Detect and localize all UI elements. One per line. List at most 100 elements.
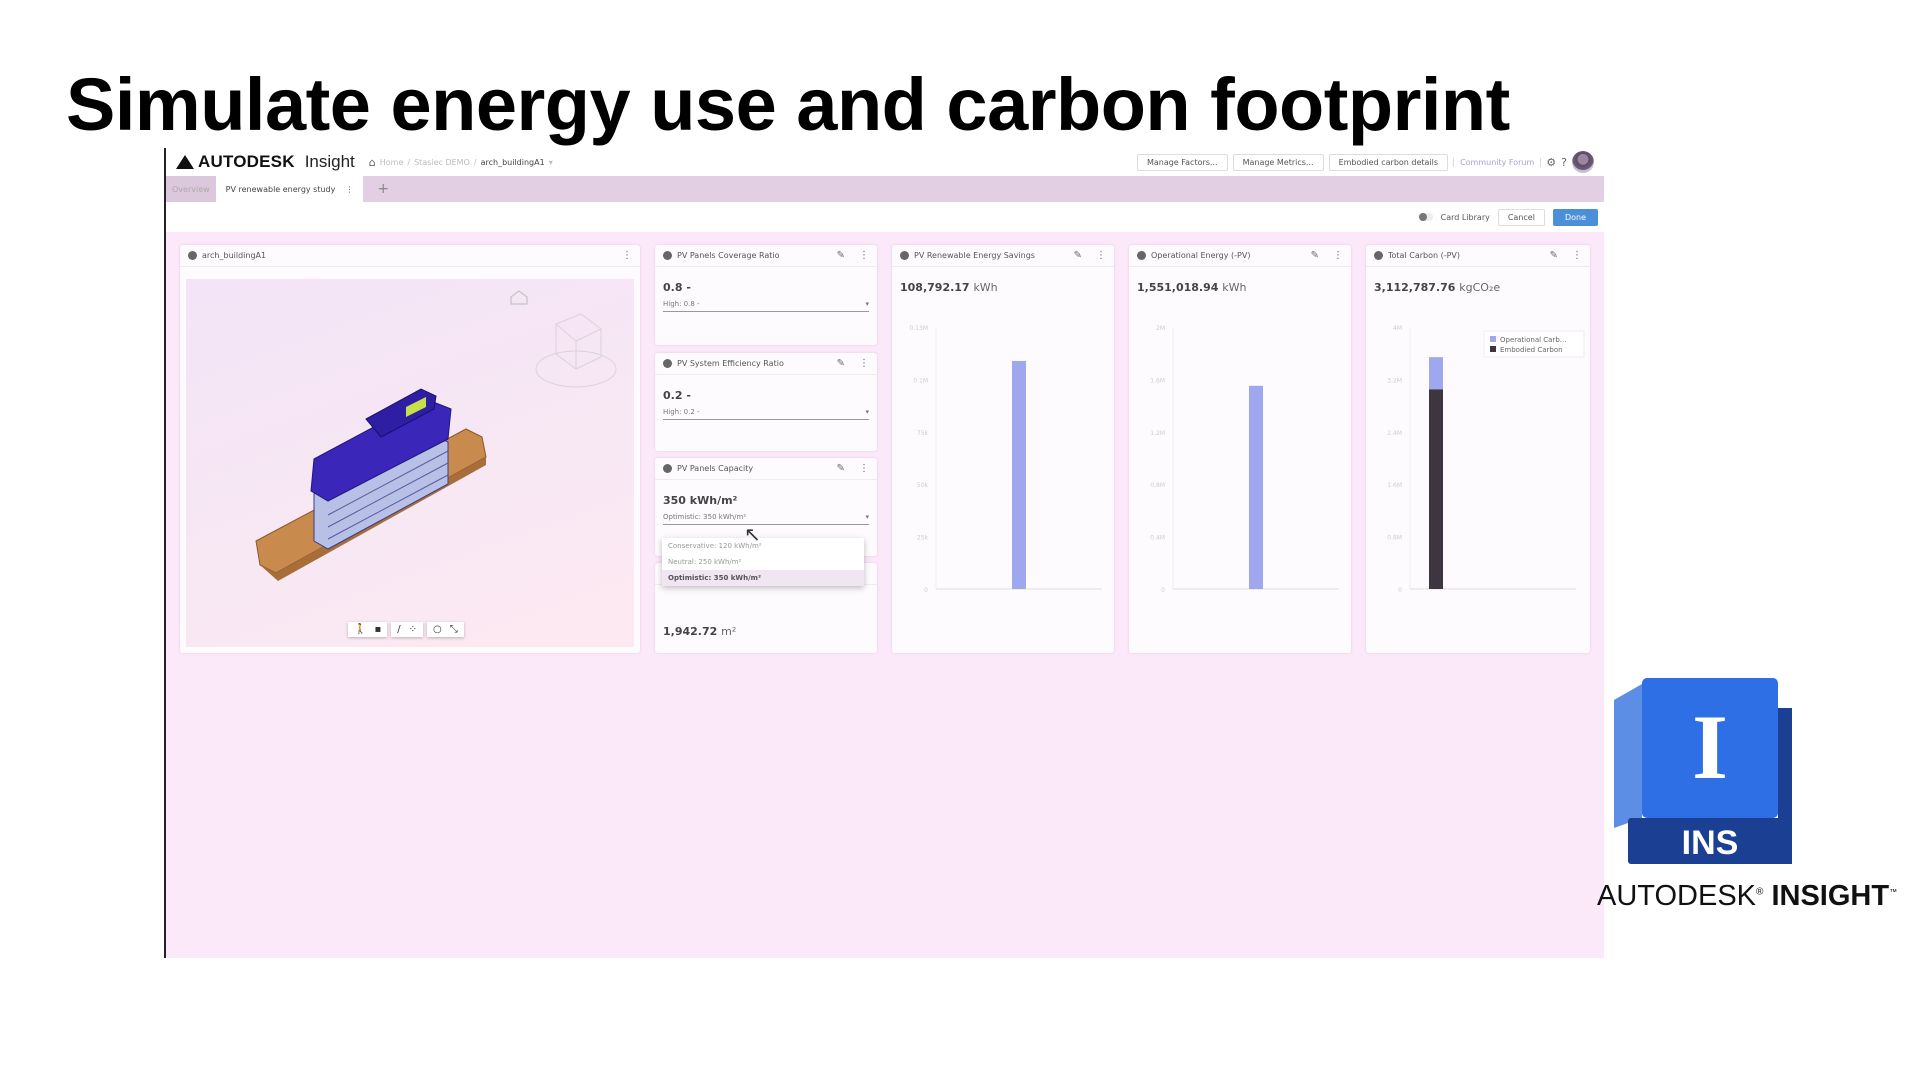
edit-pencil-icon[interactable]: ✎ (1310, 250, 1319, 261)
tab-label: PV renewable energy study (225, 184, 336, 194)
edit-pencil-icon[interactable]: ✎ (836, 463, 845, 474)
card-title: PV System Efficiency Ratio (677, 359, 784, 368)
more-vertical-icon[interactable]: ⋮ (859, 463, 869, 474)
more-vertical-icon[interactable]: ⋮ (859, 358, 869, 369)
info-icon[interactable] (900, 251, 909, 260)
tab-bar: Overview PV renewable energy study ⋮ + (166, 176, 1604, 202)
add-tab-button[interactable]: + (377, 181, 390, 197)
community-forum-link[interactable]: Community Forum (1453, 157, 1542, 167)
y-tick-label: 1.6M (1387, 482, 1402, 489)
view-cube-icon (535, 313, 617, 388)
factor-card-efficiency: PV System Efficiency Ratio ✎ ⋮ 0.2 - High:… (655, 353, 877, 451)
bar-value (1012, 360, 1026, 589)
edit-pencil-icon[interactable]: ✎ (836, 250, 845, 261)
explode-icon[interactable]: ⁘ (408, 624, 417, 635)
settings-icon[interactable]: ○ (433, 624, 442, 635)
edit-pencil-icon[interactable]: ✎ (1549, 250, 1558, 261)
more-vertical-icon[interactable]: ⋮ (345, 184, 354, 194)
autodesk-logo[interactable]: AUTODESK Insight (176, 152, 355, 172)
logo-wordmark: AUTODESK® INSIGHT™ (1597, 880, 1898, 912)
wordmark-insight: INSIGHT (1771, 880, 1890, 912)
more-vertical-icon[interactable]: ⋮ (1572, 250, 1582, 261)
help-icon[interactable]: ? (1561, 155, 1567, 169)
autodesk-mark-icon (176, 155, 194, 169)
dropdown-option-neutral[interactable]: Neutral: 250 kWh/m² (668, 558, 742, 566)
metric-unit: kWh (973, 281, 998, 294)
camera-icon[interactable]: ▪ (374, 624, 382, 635)
y-tick-label: 1.6M (1150, 377, 1165, 384)
legend-swatch (1490, 346, 1496, 352)
select-value: High: 0.2 - (663, 408, 700, 416)
tab-pv-study[interactable]: PV renewable energy study ⋮ (215, 176, 364, 202)
y-tick-label: 2.4M (1387, 430, 1402, 437)
info-icon[interactable] (663, 359, 672, 368)
chevron-down-icon[interactable]: ▾ (548, 157, 553, 167)
factor-select[interactable]: High: 0.2 - ▾ (663, 408, 869, 420)
info-icon[interactable] (188, 251, 197, 260)
done-button[interactable]: Done (1552, 208, 1598, 226)
info-icon[interactable] (663, 464, 672, 473)
avatar[interactable] (1572, 151, 1594, 173)
legend-box (1483, 330, 1585, 358)
manage-metrics-button[interactable]: Manage Metrics... (1232, 153, 1324, 171)
manage-factors-button[interactable]: Manage Factors... (1136, 153, 1228, 171)
select-value: Optimistic: 350 kWh/m² (663, 513, 747, 521)
chevron-down-icon: ▾ (865, 408, 869, 416)
factor-select[interactable]: Optimistic: 350 kWh/m² ▾ (663, 513, 869, 525)
y-tick-label: 25k (917, 535, 929, 542)
home-icon[interactable]: ⌂ (368, 155, 376, 169)
y-tick-label: 2M (1156, 325, 1165, 332)
edit-pencil-icon[interactable]: ✎ (1073, 250, 1082, 261)
fullscreen-icon[interactable]: ⤡ (449, 624, 458, 635)
study-toolbar: Card Library Cancel Done (166, 202, 1604, 232)
capacity-dropdown-menu: Conservative: 120 kWh/m² Neutral: 250 kW… (662, 538, 864, 586)
tab-overview[interactable]: Overview (166, 176, 216, 202)
more-vertical-icon[interactable]: ⋮ (1333, 250, 1343, 261)
y-tick-label: 0 (924, 587, 928, 594)
building-model-image (255, 290, 617, 581)
metric-card-pv-savings: PV Renewable Energy Savings ✎ ⋮ 108,792.17… (892, 245, 1114, 653)
viewer-toolbar: 🚶 ▪ / ⁘ ○ ⤡ (348, 622, 464, 637)
bar-embodied-carbon (1429, 389, 1443, 589)
dropdown-option-conservative[interactable]: Conservative: 120 kWh/m² (668, 542, 762, 550)
product-name: Insight (304, 152, 355, 171)
breadcrumb-project[interactable]: Stasiec DEMO (414, 157, 470, 167)
factor-value: 0.2 - (663, 389, 691, 402)
edit-pencil-icon[interactable]: ✎ (836, 358, 845, 369)
metric-value: 108,792.17 (900, 281, 970, 294)
model-card: arch_buildingA1 ⋮ 🚶 ▪ / ⁘ ○ ⤡ (180, 245, 640, 653)
info-icon[interactable] (663, 251, 672, 260)
embodied-carbon-details-button[interactable]: Embodied carbon details (1328, 153, 1449, 171)
bar-operational-carb- (1429, 357, 1443, 390)
gear-icon[interactable]: ⚙ (1546, 155, 1557, 169)
y-tick-label: 1.2M (1150, 430, 1165, 437)
factor-select[interactable]: High: 0.8 - ▾ (663, 300, 869, 312)
breadcrumb-model[interactable]: arch_buildingA1 (480, 157, 545, 167)
more-vertical-icon[interactable]: ⋮ (1096, 250, 1106, 261)
logo-badge: INS (1682, 824, 1739, 862)
more-vertical-icon[interactable]: ⋮ (859, 250, 869, 261)
autodesk-insight-logo: I INS (1614, 678, 1792, 864)
3d-viewer[interactable]: 🚶 ▪ / ⁘ ○ ⤡ (186, 279, 634, 647)
operational-energy-chart: 0 0.4M 0.8M 1.2M 1.6M 2M (1150, 325, 1339, 594)
measure-icon[interactable]: / (397, 624, 401, 635)
card-library-toggle[interactable] (1418, 213, 1433, 221)
cancel-button[interactable]: Cancel (1497, 208, 1545, 226)
dropdown-option-optimistic[interactable]: Optimistic: 350 kWh/m² (662, 570, 864, 586)
breadcrumb-home[interactable]: Home (379, 157, 404, 167)
metric-unit: kWh (1222, 281, 1247, 294)
factor-value: 350 kWh/m² (663, 494, 738, 507)
chevron-down-icon: ▾ (865, 513, 869, 521)
y-tick-label: 0.1M (913, 377, 928, 384)
legend-swatch (1490, 336, 1496, 342)
info-icon[interactable] (1137, 251, 1146, 260)
card-title: Operational Energy (-PV) (1151, 251, 1251, 260)
more-vertical-icon[interactable]: ⋮ (622, 250, 632, 261)
info-icon[interactable] (1374, 251, 1383, 260)
legend-label: Embodied Carbon (1500, 346, 1563, 354)
metric-card-operational-energy: Operational Energy (-PV) ✎ ⋮ 1,551,018.94 … (1129, 245, 1351, 653)
card-title: PV Panels Capacity (677, 464, 754, 473)
logo-letter: I (1692, 696, 1728, 798)
first-person-icon[interactable]: 🚶 (354, 624, 367, 635)
slide-title: Simulate energy use and carbon footprint (66, 63, 1510, 146)
